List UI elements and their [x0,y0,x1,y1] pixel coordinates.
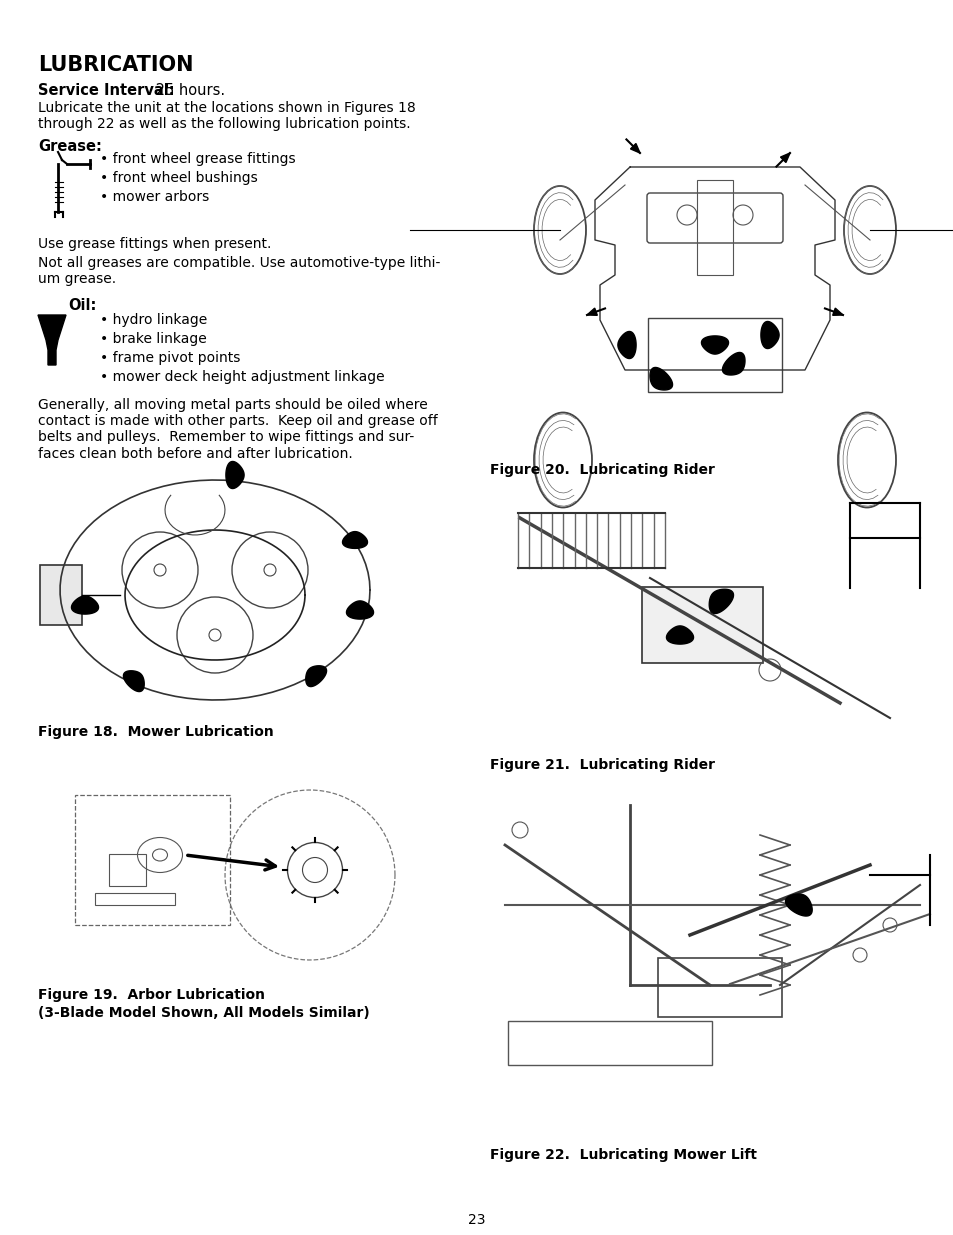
Polygon shape [342,531,367,548]
Text: • mower arbors: • mower arbors [100,190,209,204]
Polygon shape [721,352,744,375]
Polygon shape [700,336,728,354]
Text: Figure 19.  Arbor Lubrication: Figure 19. Arbor Lubrication [38,988,265,1002]
FancyBboxPatch shape [641,587,762,663]
Text: Figure 21.  Lubricating Rider: Figure 21. Lubricating Rider [490,758,714,772]
Polygon shape [760,321,779,348]
Text: • front wheel grease fittings: • front wheel grease fittings [100,152,295,165]
Text: Figure 20.  Lubricating Rider: Figure 20. Lubricating Rider [490,463,714,477]
Text: • frame pivot points: • frame pivot points [100,351,240,366]
Text: 23: 23 [468,1213,485,1228]
Text: • front wheel bushings: • front wheel bushings [100,170,257,185]
Polygon shape [226,462,244,489]
Polygon shape [832,308,842,315]
Polygon shape [306,666,326,687]
Text: Generally, all moving metal parts should be oiled where
contact is made with oth: Generally, all moving metal parts should… [38,398,437,461]
Text: • brake linkage: • brake linkage [100,332,207,346]
Text: Grease:: Grease: [38,140,102,154]
Text: Not all greases are compatible. Use automotive-type lithi-
um grease.: Not all greases are compatible. Use auto… [38,256,440,287]
Text: Service Interval:: Service Interval: [38,83,174,98]
FancyBboxPatch shape [40,564,82,625]
Polygon shape [630,143,639,153]
Text: Use grease fittings when present.: Use grease fittings when present. [38,237,271,251]
Polygon shape [666,626,693,645]
Polygon shape [346,601,374,619]
Polygon shape [123,671,144,692]
Text: 25 hours.: 25 hours. [151,83,225,98]
Text: Oil:: Oil: [68,298,96,312]
Polygon shape [780,153,789,163]
Polygon shape [784,894,811,916]
Text: LUBRICATION: LUBRICATION [38,56,193,75]
Text: • hydro linkage: • hydro linkage [100,312,207,327]
Text: Figure 22.  Lubricating Mower Lift: Figure 22. Lubricating Mower Lift [490,1149,757,1162]
Polygon shape [586,308,597,315]
Polygon shape [708,589,733,614]
Polygon shape [38,315,66,366]
Polygon shape [618,331,636,358]
Text: Figure 18.  Mower Lubrication: Figure 18. Mower Lubrication [38,725,274,739]
Polygon shape [649,368,672,390]
Polygon shape [71,597,98,614]
Text: • mower deck height adjustment linkage: • mower deck height adjustment linkage [100,370,384,384]
Text: (3-Blade Model Shown, All Models Similar): (3-Blade Model Shown, All Models Similar… [38,1007,370,1020]
Text: Lubricate the unit at the locations shown in Figures 18
through 22 as well as th: Lubricate the unit at the locations show… [38,101,416,131]
